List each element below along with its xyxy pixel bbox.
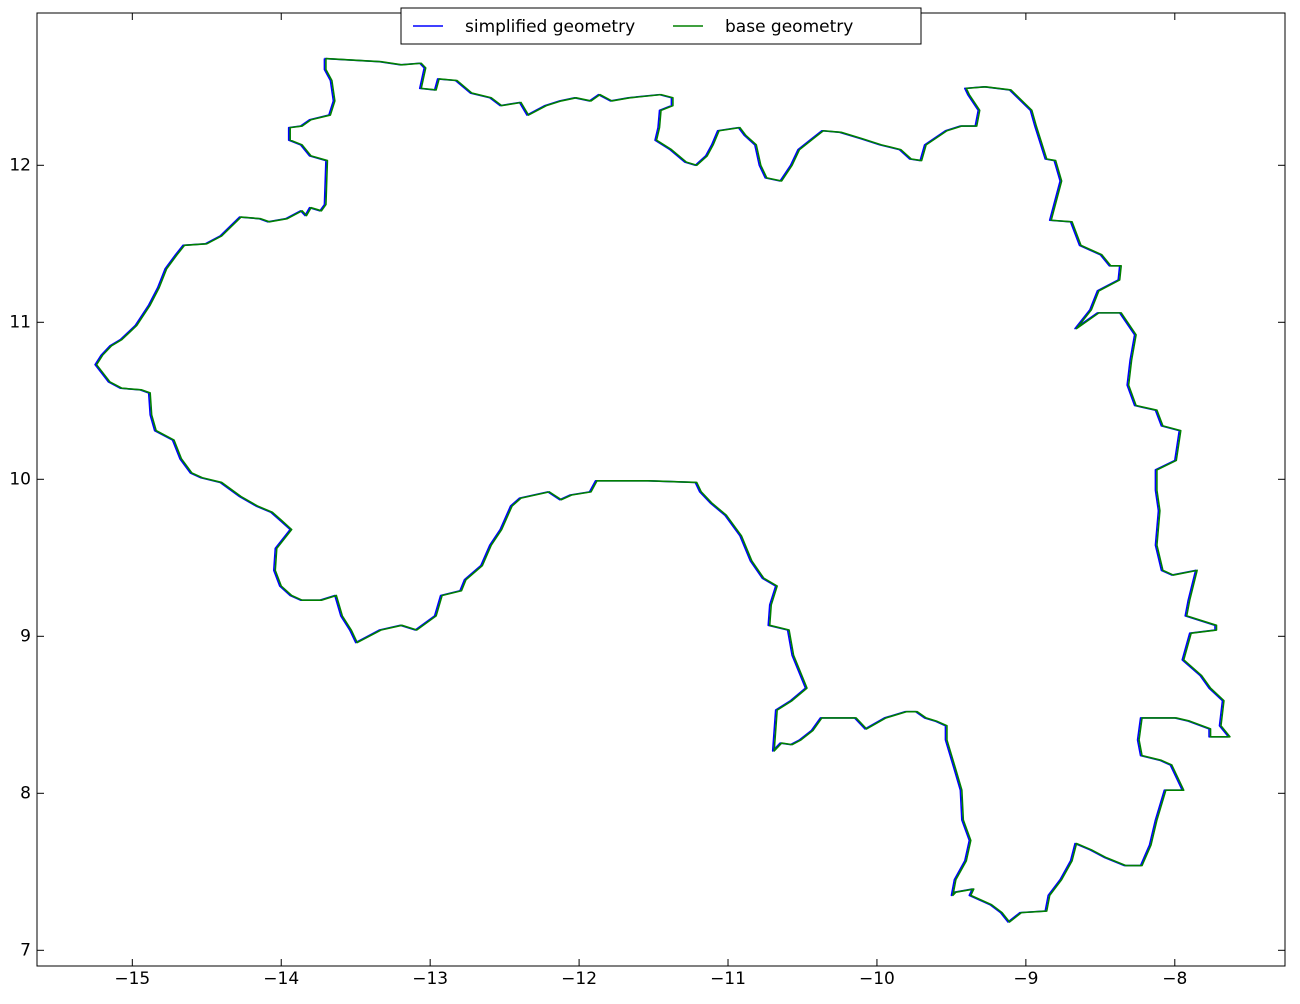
legend: simplified geometry base geometry: [400, 7, 922, 45]
y-tick-label: 10: [9, 469, 31, 489]
y-tick-label: 8: [20, 783, 31, 803]
x-tick-label: −11: [710, 969, 746, 989]
x-tick-label: −15: [114, 969, 150, 989]
legend-label: base geometry: [725, 17, 853, 37]
legend-label: simplified geometry: [465, 17, 635, 37]
x-tick-label: −10: [859, 969, 895, 989]
x-tick-label: −14: [263, 969, 299, 989]
y-tick-label: 9: [20, 626, 31, 646]
x-tick-label: −13: [412, 969, 448, 989]
x-tick-label: −9: [1013, 969, 1038, 989]
legend-frame: [400, 7, 922, 45]
y-tick-label: 7: [20, 940, 31, 960]
y-tick-label: 12: [9, 155, 31, 175]
series-line: [95, 57, 1231, 923]
x-tick-label: −8: [1162, 969, 1187, 989]
x-tick-label: −12: [561, 969, 597, 989]
y-tick-label: 11: [9, 312, 31, 332]
series-line: [94, 57, 1230, 923]
